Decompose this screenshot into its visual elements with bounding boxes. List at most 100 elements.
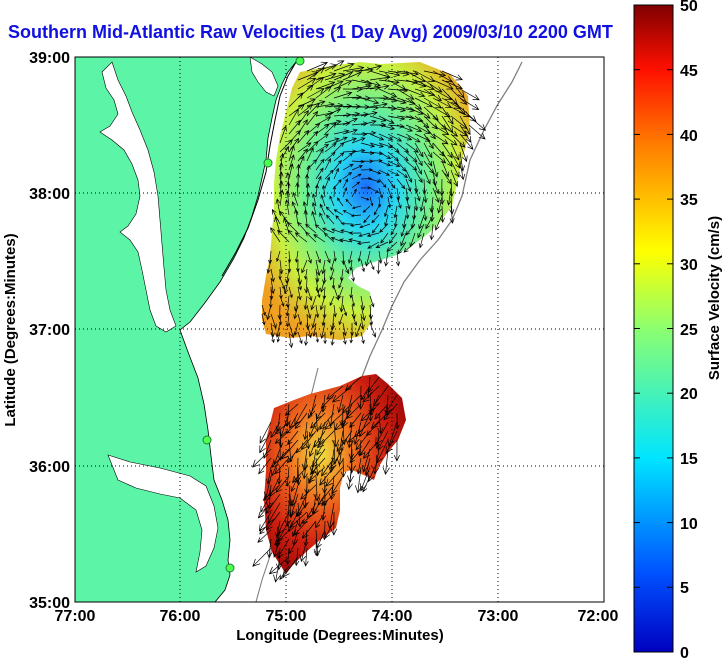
velocity-vector [405,223,416,236]
velocity-vector [259,430,272,454]
velocity-vector [325,206,335,216]
velocity-vector [414,160,423,175]
velocity-vector [362,475,371,493]
velocity-vector [293,457,301,484]
velocity-vector [337,286,344,300]
velocity-vector [322,475,328,494]
velocity-vector [342,304,348,317]
velocity-vector [351,148,366,153]
velocity-vector [320,194,326,207]
velocity-vector [314,511,326,529]
velocity-vector [295,439,308,454]
velocity-vector [278,171,284,189]
velocity-vector [306,141,319,153]
velocity-vector [357,241,371,246]
velocity-vector [429,223,435,241]
velocity-vector [351,137,366,144]
velocity-vector [283,277,290,295]
velocity-vector [261,313,266,326]
velocity-vector [361,448,371,473]
velocity-vector [310,412,326,429]
velocity-vector [387,97,407,105]
velocity-vector [403,241,416,253]
velocity-vector [379,223,389,233]
velocity-vector [388,232,398,245]
velocity-vector [348,238,362,243]
velocity-vector [324,520,335,539]
velocity-vector [257,529,272,543]
velocity-vector [360,119,377,126]
velocity-vector [257,502,272,519]
velocity-vector [342,331,347,345]
velocity-vector [301,259,308,274]
velocity-vector [360,385,371,401]
velocity-vector [275,322,281,338]
velocity-vector [289,493,299,518]
velocity-vector [306,192,311,207]
velocity-vector [369,102,388,108]
velocity-vector [345,198,353,207]
velocity-vector [441,124,459,137]
velocity-vector [405,160,418,171]
velocity-vector [396,124,413,132]
velocity-vector [340,421,348,446]
velocity-vector [450,88,468,105]
velocity-vector [387,160,401,167]
velocity-vector [369,313,374,326]
velocity-vector [333,167,339,180]
velocity-vector [378,187,383,199]
velocity-vector [288,286,293,299]
velocity-vector [316,529,326,549]
velocity-vector [330,259,335,271]
velocity-vector [360,111,378,117]
velocity-vector [384,214,389,227]
velocity-vector [300,484,317,500]
velocity-vector [396,178,406,190]
velocity-vector [330,331,335,346]
velocity-vector [414,151,423,167]
velocity-vector [266,304,272,321]
velocity-vector [378,88,398,98]
velocity-vector [340,457,347,478]
velocity-vector [288,108,299,126]
velocity-vector [281,439,299,460]
velocity-vector [360,97,380,105]
velocity-vector [314,224,326,234]
velocity-vector [258,457,272,475]
velocity-vector [285,313,290,328]
velocity-vector [339,295,345,313]
velocity-vector [332,185,337,198]
velocity-vector [261,304,266,317]
velocity-vector [297,98,317,108]
velocity-vector [320,394,335,409]
velocity-vector [315,81,336,90]
velocity-vector [314,412,320,433]
velocity-vector [276,331,281,343]
velocity-vector [441,70,463,81]
velocity-vector [265,493,281,515]
velocity-vector [362,385,380,403]
velocity-vector [331,228,344,234]
velocity-vector [459,151,465,172]
velocity-vector [417,223,425,239]
velocity-vector [396,133,413,141]
velocity-vector [414,169,423,183]
velocity-vector [349,223,362,227]
velocity-vector [266,538,273,559]
velocity-vector [349,331,353,344]
velocity-vector [414,196,419,212]
velocity-vector [286,181,291,198]
velocity-vector [340,222,353,226]
velocity-vector [308,439,317,458]
velocity-vector [315,72,337,81]
velocity-vector [387,151,400,162]
velocity-vector [397,241,407,255]
velocity-vector [369,169,382,175]
velocity-vector [363,214,371,224]
velocity-vector [306,110,319,126]
velocity-vector [306,250,312,264]
velocity-vector [310,295,317,311]
lon-tick-label: 76:00 [160,608,201,625]
velocity-vector [450,79,465,99]
